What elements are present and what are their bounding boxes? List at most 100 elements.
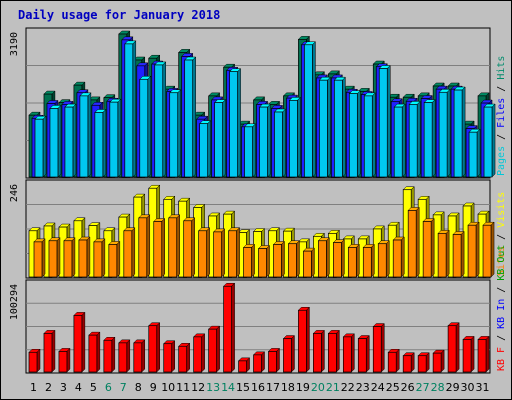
x-tick-label: 4 <box>75 381 82 394</box>
bar-side <box>267 103 271 178</box>
bar-sites-day-30 <box>467 221 480 278</box>
bar-side <box>266 244 270 278</box>
bar-front <box>193 336 202 373</box>
bar-side <box>446 88 451 178</box>
bar-pages-day-25 <box>393 103 406 178</box>
bar-side <box>372 92 376 178</box>
bar-kb-f-day-11 <box>178 342 191 373</box>
bar-front <box>123 230 133 278</box>
x-tick-label: 18 <box>281 381 295 394</box>
bar-side <box>296 240 300 278</box>
bar-side <box>475 221 480 278</box>
bar-kb-f-day-17 <box>267 347 281 373</box>
bar-pages-day-21 <box>333 76 346 178</box>
bar-front <box>268 351 277 373</box>
bar-side <box>117 98 122 178</box>
bar-side <box>306 306 310 373</box>
bar-kb-f-day-18 <box>282 334 296 373</box>
bar-side <box>297 96 301 178</box>
bar-side <box>42 115 47 178</box>
bar-sites-day-12 <box>198 227 211 278</box>
bar-pages-day-6 <box>109 98 122 178</box>
x-tick-label: 19 <box>296 381 310 394</box>
bar-front <box>357 338 367 373</box>
bar-front <box>422 221 432 278</box>
bar-kb-f-day-23 <box>357 334 370 373</box>
bar-front <box>138 217 148 278</box>
legend-entry: / <box>496 228 507 246</box>
bar-kb-f-day-24 <box>372 322 385 373</box>
bar-front <box>199 123 208 178</box>
bar-front <box>283 338 292 373</box>
bar-pages-day-13 <box>214 98 227 178</box>
bar-sites-day-9 <box>153 217 166 278</box>
bar-side <box>36 348 41 373</box>
bar-side <box>191 217 195 278</box>
legend-entry: KB F <box>496 347 507 371</box>
bar-front <box>423 102 433 178</box>
bar-side <box>161 217 165 278</box>
bar-front <box>253 354 262 373</box>
bar-sites-day-25 <box>392 236 405 278</box>
bar-side <box>401 103 406 178</box>
x-tick-label: 31 <box>476 381 490 394</box>
bar-front <box>49 108 59 178</box>
bar-front <box>178 345 188 373</box>
bar-side <box>81 311 86 373</box>
bar-front <box>477 339 487 373</box>
x-tick-label: 10 <box>161 381 175 394</box>
bar-kb-f-day-4 <box>73 311 86 373</box>
bar-pages-day-10 <box>169 89 182 178</box>
x-tick-label: 3 <box>60 381 67 394</box>
legend-entry: / <box>496 281 507 299</box>
bar-sites-day-7 <box>123 227 136 278</box>
bar-front <box>407 210 417 278</box>
bar-sites-day-16 <box>257 244 271 278</box>
chart-title: Daily usage for January 2018 <box>18 8 220 22</box>
bar-kb-f-day-26 <box>402 352 415 373</box>
bar-front <box>184 59 194 178</box>
bar-side <box>176 214 180 278</box>
bar-side <box>86 236 91 278</box>
bar-front <box>363 95 373 178</box>
bar-side <box>131 227 136 278</box>
bar-pages-day-24 <box>378 64 391 178</box>
bar-side <box>430 217 435 278</box>
y-max-label: 3190 <box>9 32 20 56</box>
bar-front <box>372 326 382 373</box>
bar-front <box>109 101 119 178</box>
bar-side <box>171 340 175 373</box>
bar-front <box>78 239 88 278</box>
bar-sites-day-6 <box>108 240 121 278</box>
bar-sites-day-29 <box>452 230 465 278</box>
bar-side <box>491 103 496 178</box>
bar-kb-f-day-27 <box>417 352 430 373</box>
bar-front <box>259 106 268 178</box>
x-tick-label: 24 <box>371 381 385 394</box>
bar-front <box>88 334 98 373</box>
x-tick-label: 14 <box>221 381 235 394</box>
bar-side <box>371 243 375 278</box>
bar-side <box>207 120 211 178</box>
bar-sites-day-10 <box>168 214 181 278</box>
bar-front <box>154 64 164 178</box>
x-tick-label: 21 <box>326 381 340 394</box>
bar-side <box>327 76 331 178</box>
x-tick-label: 20 <box>311 381 325 394</box>
bar-side <box>96 331 101 373</box>
x-tick-label: 2 <box>45 381 52 394</box>
bar-front <box>467 224 477 278</box>
bar-side <box>351 333 355 373</box>
bar-pages-day-19 <box>303 41 317 178</box>
bar-sites-day-11 <box>183 217 196 278</box>
bar-sites-day-13 <box>213 228 226 278</box>
bar-side <box>146 214 151 278</box>
bar-pages-day-22 <box>348 90 361 178</box>
bar-side <box>415 206 420 278</box>
bar-sites-day-5 <box>93 238 106 278</box>
bar-kb-f-day-1 <box>28 348 41 373</box>
bar-front <box>258 248 267 278</box>
bar-side <box>356 243 360 278</box>
bar-front <box>169 92 179 178</box>
bar-side <box>276 347 280 373</box>
